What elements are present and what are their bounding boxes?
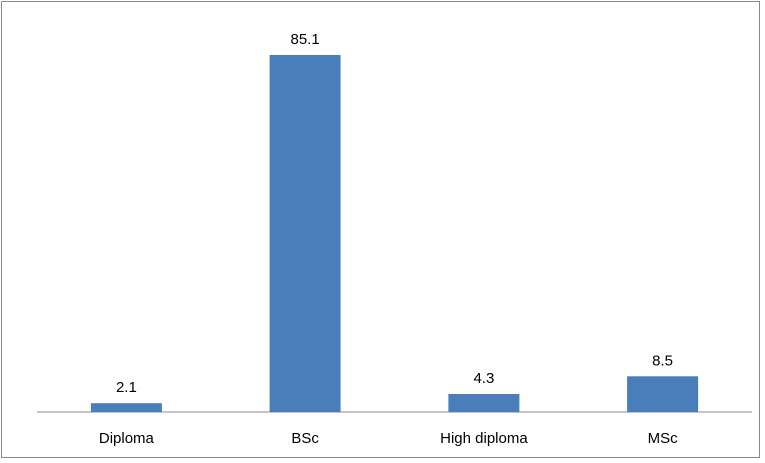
x-tick-label-diploma: Diploma [99, 430, 155, 447]
x-tick-labels-group: Diploma BSc High diploma MSc [99, 430, 678, 447]
bar-high-diploma [448, 394, 520, 412]
data-label-msc: 8.5 [652, 352, 673, 369]
bar-diploma [90, 403, 162, 412]
x-tick-label-msc: MSc [648, 430, 679, 447]
data-label-diploma: 2.1 [116, 379, 137, 396]
x-tick-label-high-diploma: High diploma [440, 430, 528, 447]
bars-group [90, 55, 699, 412]
bar-bsc [269, 55, 341, 412]
data-label-bsc: 85.1 [290, 31, 319, 48]
data-label-high-diploma: 4.3 [473, 370, 494, 387]
data-labels-group: 2.1 85.1 4.3 8.5 [116, 31, 673, 396]
bar-msc [627, 376, 699, 412]
x-tick-label-bsc: BSc [291, 430, 319, 447]
